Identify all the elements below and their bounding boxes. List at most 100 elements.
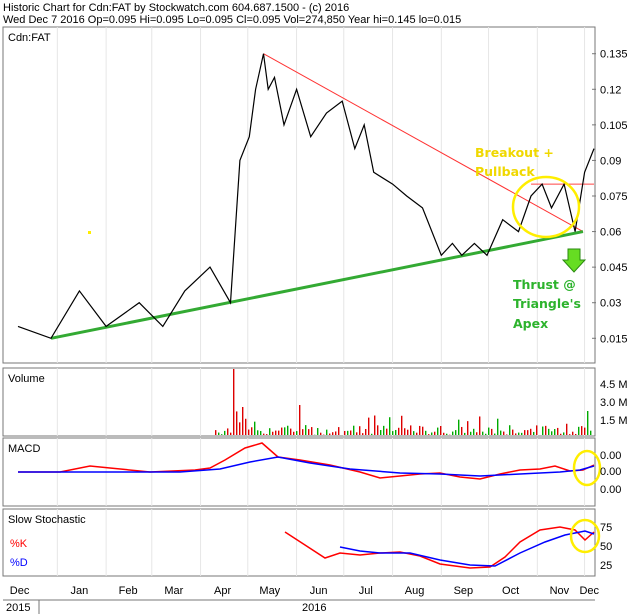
price-tick-label: 0.12	[600, 84, 621, 96]
volume-bar	[254, 421, 256, 435]
volume-bar	[476, 432, 478, 435]
stochastic-d-line	[339, 530, 595, 567]
volume-bar	[584, 427, 586, 435]
volume-bar	[317, 428, 319, 435]
stoch-tick-25: 25	[600, 560, 612, 572]
volume-bar	[347, 430, 349, 435]
volume-bar	[533, 431, 535, 435]
volume-bar	[530, 428, 532, 435]
volume-bar	[269, 428, 271, 435]
volume-bar	[455, 430, 457, 435]
volume-bar	[353, 425, 355, 435]
volume-bar	[278, 430, 280, 435]
volume-bar	[578, 426, 580, 435]
macd-highlight-circle	[572, 449, 602, 487]
volume-bar	[557, 427, 559, 435]
stoch-tick-50: 50	[600, 541, 612, 553]
volume-bar	[494, 433, 496, 435]
volume-bar	[563, 432, 565, 435]
volume-bar	[338, 427, 340, 435]
month-label: Jul	[359, 585, 373, 597]
volume-bar	[299, 405, 301, 435]
price-tick-label: 0.105	[600, 120, 628, 132]
volume-tick-1: 4.5 M	[600, 379, 628, 391]
volume-bar	[305, 425, 307, 435]
price-panel-label: Cdn:FAT	[8, 32, 51, 44]
volume-bar	[368, 417, 370, 435]
volume-bar	[326, 429, 328, 435]
month-label: Dec	[579, 585, 599, 597]
volume-bar	[488, 427, 490, 435]
volume-bar	[383, 425, 385, 435]
volume-bar	[548, 428, 550, 435]
volume-bar	[473, 428, 475, 435]
support-trendline	[50, 230, 584, 340]
volume-bar	[365, 428, 367, 435]
month-label: Jan	[71, 585, 89, 597]
volume-bar	[374, 415, 376, 435]
volume-bar	[332, 432, 334, 435]
volume-tick-3: 1.5 M	[600, 415, 628, 427]
volume-bar	[527, 430, 529, 435]
stochastic-highlight-circle	[569, 518, 601, 554]
volume-bar	[440, 425, 442, 435]
volume-bar	[452, 431, 454, 435]
volume-bar	[515, 433, 517, 435]
volume-bar	[398, 427, 400, 435]
thrust-annotation-line3: Apex	[513, 316, 548, 331]
volume-bar	[470, 431, 472, 435]
volume-bar	[236, 411, 238, 435]
macd-tick-1: 0.00	[600, 450, 621, 462]
volume-bar	[335, 431, 337, 435]
volume-bar	[320, 432, 322, 435]
thrust-annotation-line1: Thrust @	[513, 277, 576, 292]
volume-bar	[524, 430, 526, 435]
volume-bar	[395, 429, 397, 435]
volume-bar	[503, 431, 505, 435]
month-label: Nov	[550, 585, 570, 597]
volume-bar	[458, 419, 460, 435]
volume-bar	[509, 425, 511, 435]
price-tick-label: 0.015	[600, 333, 628, 345]
volume-bar	[239, 422, 241, 435]
resistance-trendline	[263, 53, 584, 233]
volume-bar	[287, 425, 289, 435]
volume-bar	[491, 428, 493, 435]
volume-bar	[536, 425, 538, 435]
volume-bar	[443, 432, 445, 435]
stochastic-panel	[2, 508, 596, 577]
volume-bar	[572, 431, 574, 435]
volume-bar	[248, 429, 250, 435]
volume-bar	[296, 431, 298, 435]
volume-bar	[311, 427, 313, 435]
month-label: Mar	[164, 585, 183, 597]
price-tick-label: 0.045	[600, 262, 628, 274]
volume-bar	[479, 416, 481, 435]
price-tick-label: 0.06	[600, 227, 621, 239]
volume-bar	[386, 428, 388, 435]
breakout-annotation-line2: Pullback	[475, 164, 535, 179]
volume-bar	[227, 428, 229, 435]
volume-bar	[497, 418, 499, 435]
year-label-2015: 2015	[6, 602, 30, 614]
stoch-k-label: %K	[10, 538, 28, 550]
volume-bar	[344, 430, 346, 435]
volume-bar	[257, 430, 259, 435]
volume-bar	[302, 429, 304, 435]
volume-bar	[446, 433, 448, 435]
stoch-d-label: %D	[10, 557, 28, 569]
volume-bar	[437, 427, 439, 435]
volume-bar	[272, 431, 274, 435]
volume-bar	[542, 426, 544, 435]
breakout-annotation-line1: Breakout +	[475, 145, 554, 160]
volume-bar	[308, 429, 310, 435]
volume-bar	[329, 433, 331, 435]
volume-bar	[251, 427, 253, 435]
price-series-line	[17, 53, 595, 340]
volume-bar	[416, 432, 418, 435]
volume-bar	[266, 434, 268, 435]
volume-bar	[281, 427, 283, 435]
volume-bar	[419, 425, 421, 435]
volume-bar	[221, 434, 223, 435]
chart-header-quote: Wed Dec 7 2016 Op=0.095 Hi=0.095 Lo=0.09…	[3, 14, 461, 26]
